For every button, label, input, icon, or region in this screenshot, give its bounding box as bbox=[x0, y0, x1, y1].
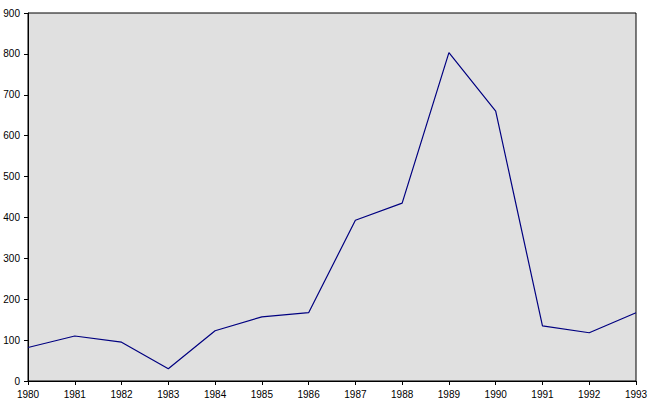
svg-text:1992: 1992 bbox=[578, 389, 601, 400]
svg-text:1989: 1989 bbox=[438, 389, 461, 400]
svg-text:1987: 1987 bbox=[344, 389, 367, 400]
svg-text:700: 700 bbox=[3, 89, 20, 100]
svg-text:1984: 1984 bbox=[204, 389, 227, 400]
svg-text:1986: 1986 bbox=[297, 389, 320, 400]
svg-text:500: 500 bbox=[3, 171, 20, 182]
svg-text:1983: 1983 bbox=[157, 389, 180, 400]
svg-text:1988: 1988 bbox=[391, 389, 414, 400]
svg-text:1990: 1990 bbox=[485, 389, 508, 400]
svg-text:200: 200 bbox=[3, 294, 20, 305]
svg-text:1985: 1985 bbox=[251, 389, 274, 400]
svg-text:0: 0 bbox=[14, 376, 20, 387]
svg-text:1980: 1980 bbox=[17, 389, 40, 400]
svg-text:1981: 1981 bbox=[64, 389, 87, 400]
svg-text:600: 600 bbox=[3, 130, 20, 141]
svg-text:400: 400 bbox=[3, 212, 20, 223]
svg-text:1993: 1993 bbox=[625, 389, 648, 400]
svg-text:1991: 1991 bbox=[531, 389, 554, 400]
svg-text:800: 800 bbox=[3, 48, 20, 59]
svg-text:300: 300 bbox=[3, 253, 20, 264]
svg-text:1982: 1982 bbox=[110, 389, 133, 400]
svg-text:900: 900 bbox=[3, 8, 20, 19]
svg-text:100: 100 bbox=[3, 335, 20, 346]
